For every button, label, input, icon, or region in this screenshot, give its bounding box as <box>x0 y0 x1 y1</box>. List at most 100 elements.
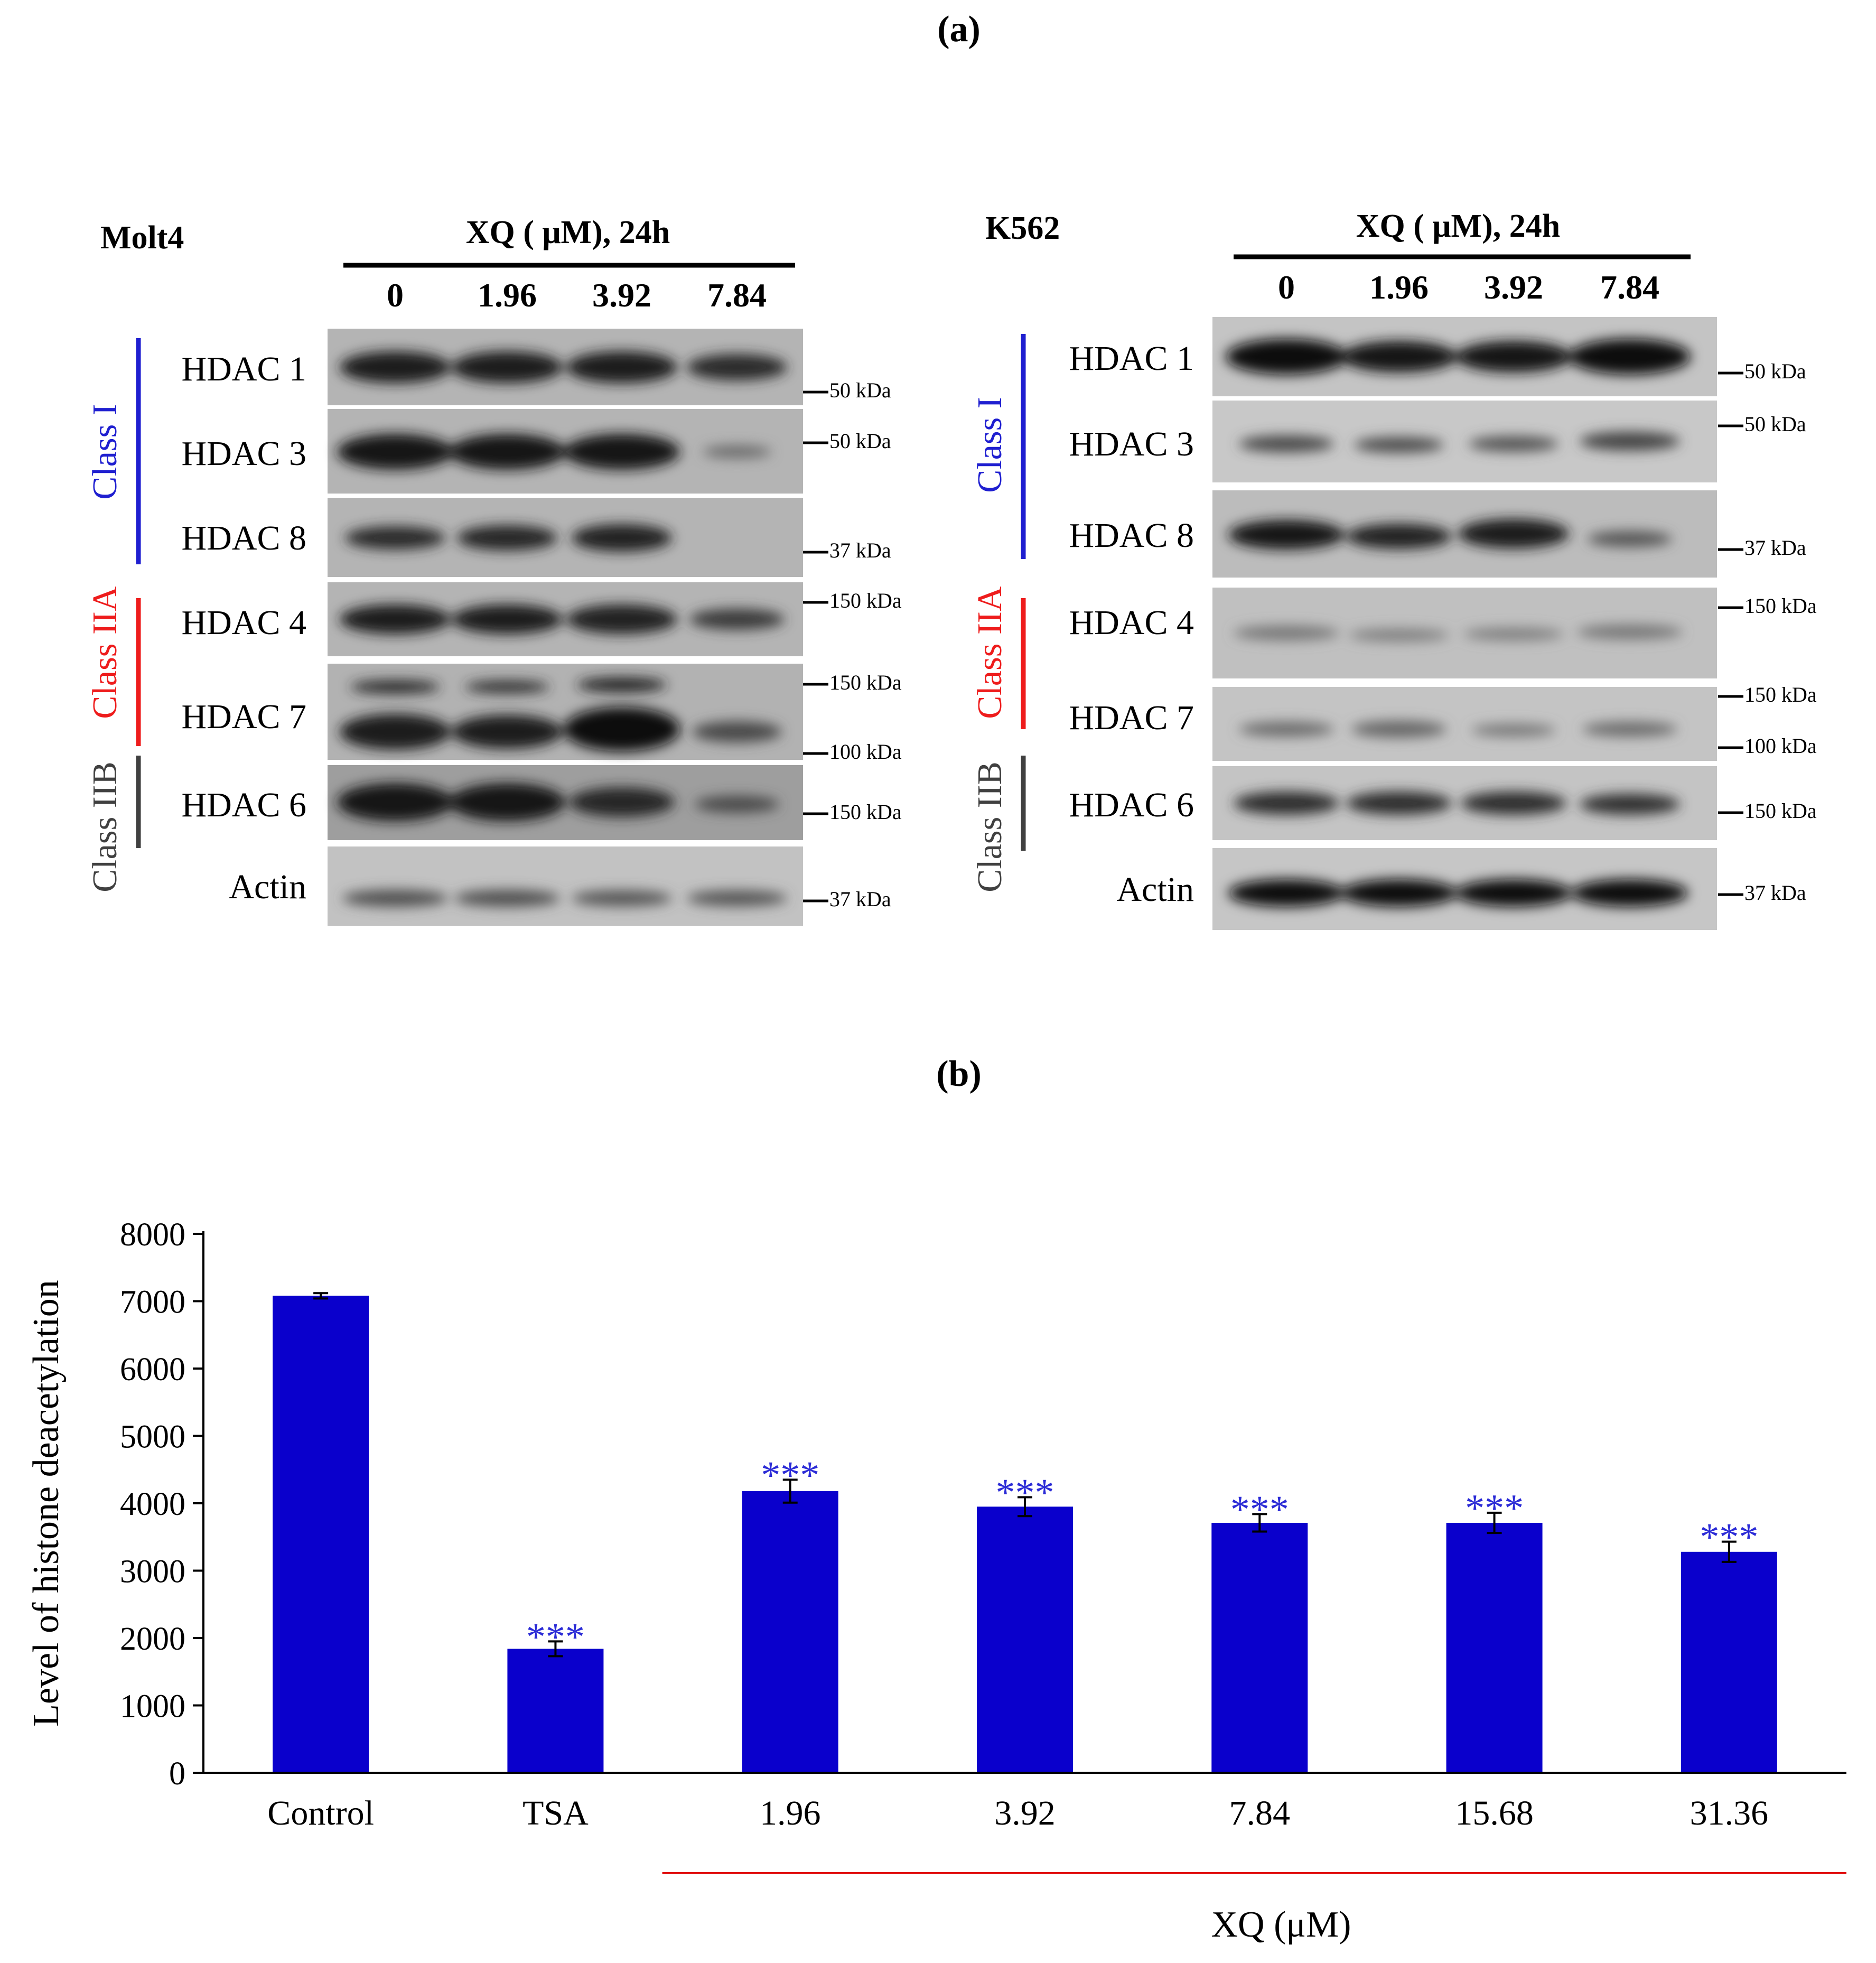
y-tick-label: 0 <box>169 1756 185 1792</box>
bar-chart: Level of histone deacetylation 0 1000 2000… <box>26 1217 1846 1945</box>
band <box>452 351 563 383</box>
x-axis-label: XQ (μM) <box>1211 1904 1351 1945</box>
band <box>1588 531 1672 547</box>
significance-label: *** <box>761 1454 819 1497</box>
band <box>1458 519 1569 548</box>
molt4-treatment: XQ ( μM), 24h <box>466 215 670 250</box>
band <box>449 783 565 821</box>
band <box>703 445 771 458</box>
molt4-dose-0: 0 <box>387 276 404 314</box>
band <box>337 783 453 821</box>
significance-label: *** <box>1465 1487 1524 1530</box>
y-tick-label: 1000 <box>120 1689 185 1725</box>
band <box>577 677 667 692</box>
band <box>1341 341 1457 373</box>
molt4-marker-7: 37 kDa <box>829 887 891 911</box>
significance-label: *** <box>526 1615 585 1659</box>
k562-marker-6: 150 kDa <box>1744 799 1817 823</box>
band <box>1580 432 1680 451</box>
molt4-row-actin: Actin <box>229 868 306 906</box>
band <box>1580 794 1680 815</box>
k562-marker-5: 100 kDa <box>1744 734 1817 758</box>
molt4-row-hdac3: HDAC 3 <box>181 434 306 473</box>
k562-row-hdac8: HDAC 8 <box>1069 516 1194 555</box>
k562-row-actin: Actin <box>1116 870 1194 909</box>
y-tick-label: 4000 <box>120 1486 185 1522</box>
y-tick-label: 6000 <box>120 1352 185 1388</box>
k562-bands <box>1226 339 1691 907</box>
x-tick-label: 7.84 <box>1229 1794 1291 1832</box>
band <box>1234 626 1339 640</box>
band <box>449 434 565 470</box>
k562-dose-0: 0 <box>1278 268 1295 306</box>
k562-marker-2: 37 kDa <box>1744 536 1806 560</box>
band <box>452 715 563 749</box>
significance-label: *** <box>1230 1488 1289 1531</box>
y-tick-label: 3000 <box>120 1554 185 1590</box>
molt4-bands <box>337 351 787 907</box>
band <box>1354 437 1444 453</box>
band <box>340 351 451 383</box>
band <box>687 890 787 906</box>
k562-class-iib-label: Class IIB <box>970 761 1009 892</box>
molt4-row-hdac1: HDAC 1 <box>181 350 306 388</box>
band <box>1349 629 1449 641</box>
band <box>687 354 787 380</box>
blot-molt4: Molt4 XQ ( μM), 24h 0 1.96 3.92 7.84 <box>86 215 902 926</box>
k562-marker-1: 50 kDa <box>1744 412 1806 436</box>
band <box>337 434 453 470</box>
band <box>1569 339 1691 375</box>
molt4-class-iib-label: Class IIB <box>86 761 124 892</box>
k562-strips <box>1212 317 1717 930</box>
molt4-marker-6: 150 kDa <box>829 800 902 824</box>
molt4-dose-1: 1.96 <box>478 276 537 314</box>
band <box>1239 435 1334 452</box>
molt4-markers: 50 kDa 50 kDa 37 kDa 150 kDa 150 kDa 100… <box>803 378 902 911</box>
band <box>1239 722 1334 737</box>
k562-row-hdac7: HDAC 7 <box>1069 699 1194 737</box>
band <box>1455 341 1572 373</box>
molt4-row-hdac6: HDAC 6 <box>181 786 306 824</box>
band <box>340 604 451 634</box>
bar <box>977 1506 1073 1773</box>
k562-marker-4: 150 kDa <box>1744 683 1817 706</box>
band <box>695 796 779 813</box>
y-tick-label: 5000 <box>120 1419 185 1455</box>
molt4-row-hdac4: HDAC 4 <box>181 603 306 642</box>
molt4-marker-0: 50 kDa <box>829 378 891 402</box>
k562-marker-3: 150 kDa <box>1744 594 1817 618</box>
band <box>1226 339 1347 375</box>
band <box>1463 628 1564 640</box>
significance-label: *** <box>1700 1516 1758 1559</box>
k562-row-hdac3: HDAC 3 <box>1069 425 1194 463</box>
molt4-dose-2: 3.92 <box>592 276 651 314</box>
band <box>566 351 677 383</box>
band <box>340 714 451 750</box>
band <box>1228 879 1345 907</box>
band <box>572 890 672 906</box>
band <box>1346 524 1452 549</box>
band <box>452 604 563 634</box>
k562-treatment: XQ ( μM), 24h <box>1356 208 1560 244</box>
molt4-marker-5: 100 kDa <box>829 740 902 764</box>
x-tick-label: 3.92 <box>994 1794 1056 1832</box>
band <box>564 707 680 751</box>
significance-label: *** <box>996 1472 1054 1515</box>
band <box>689 609 785 630</box>
band <box>345 526 445 550</box>
band <box>1582 722 1677 737</box>
band <box>692 721 782 742</box>
band <box>572 524 672 552</box>
band <box>1341 879 1457 907</box>
band <box>1455 879 1572 907</box>
bar <box>1446 1522 1543 1773</box>
band <box>1351 721 1446 738</box>
band <box>1234 792 1339 815</box>
y-tick-label: 8000 <box>120 1217 185 1253</box>
k562-dose-3: 7.84 <box>1600 268 1659 306</box>
x-tick-label: TSA <box>522 1794 589 1832</box>
k562-marker-0: 50 kDa <box>1744 359 1806 383</box>
band <box>1228 520 1345 550</box>
x-tick-label: 15.68 <box>1455 1794 1534 1832</box>
